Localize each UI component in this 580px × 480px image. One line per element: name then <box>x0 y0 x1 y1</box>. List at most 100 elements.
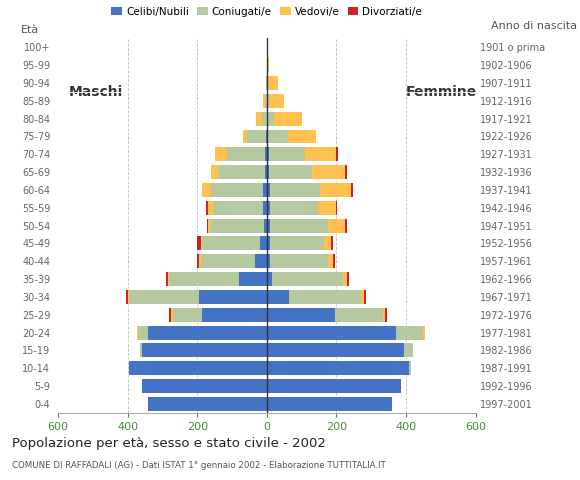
Bar <box>148 397 267 411</box>
Bar <box>267 290 289 304</box>
Bar <box>324 237 331 251</box>
Bar <box>129 361 267 375</box>
Bar <box>351 183 353 197</box>
Bar <box>328 219 345 232</box>
Bar <box>206 201 208 215</box>
Bar <box>169 308 171 322</box>
Bar <box>199 254 201 268</box>
Bar <box>213 201 263 215</box>
Bar <box>265 147 267 161</box>
Bar <box>267 147 269 161</box>
Bar <box>138 325 148 339</box>
Bar <box>168 272 169 286</box>
Bar <box>265 94 267 108</box>
Text: COMUNE DI RAFFADALI (AG) - Dati ISTAT 1° gennaio 2002 - Elaborazione TUTTITALIA.: COMUNE DI RAFFADALI (AG) - Dati ISTAT 1°… <box>12 461 385 470</box>
Bar <box>336 201 338 215</box>
Bar <box>201 254 255 268</box>
Bar <box>208 201 213 215</box>
Bar <box>305 147 336 161</box>
Bar <box>345 165 347 179</box>
Bar <box>264 219 267 232</box>
Bar <box>202 308 267 322</box>
Legend: Celibi/Nubili, Coniugati/e, Vedovi/e, Divorziati/e: Celibi/Nubili, Coniugati/e, Vedovi/e, Di… <box>107 2 426 21</box>
Bar <box>206 219 208 232</box>
Bar <box>211 165 218 179</box>
Bar <box>396 325 423 339</box>
Bar <box>201 237 202 251</box>
Bar <box>267 165 269 179</box>
Bar <box>171 308 173 322</box>
Bar <box>267 183 270 197</box>
Bar <box>318 201 336 215</box>
Bar <box>270 219 328 232</box>
Bar <box>328 254 333 268</box>
Bar <box>247 130 266 144</box>
Bar <box>267 325 396 339</box>
Bar <box>202 237 260 251</box>
Bar <box>263 201 267 215</box>
Bar <box>265 165 267 179</box>
Text: Età: Età <box>20 25 39 35</box>
Bar <box>267 344 404 357</box>
Bar <box>270 237 324 251</box>
Bar <box>267 130 288 144</box>
Bar <box>263 183 267 197</box>
Text: Anno di nascita: Anno di nascita <box>491 21 577 31</box>
Bar <box>404 344 413 357</box>
Bar <box>331 237 333 251</box>
Bar <box>142 379 267 393</box>
Text: Maschi: Maschi <box>68 85 123 99</box>
Bar <box>267 237 270 251</box>
Bar <box>263 94 265 108</box>
Bar <box>199 290 267 304</box>
Text: Femmine: Femmine <box>406 85 477 99</box>
Bar <box>272 272 343 286</box>
Bar <box>126 290 128 304</box>
Bar <box>140 344 142 357</box>
Bar <box>267 219 270 232</box>
Bar <box>244 130 247 144</box>
Bar <box>267 308 335 322</box>
Bar <box>409 361 411 375</box>
Bar <box>269 165 312 179</box>
Bar <box>385 308 387 322</box>
Bar <box>383 308 385 322</box>
Bar <box>267 397 392 411</box>
Bar <box>208 219 210 232</box>
Bar <box>269 147 305 161</box>
Bar <box>267 361 409 375</box>
Bar <box>274 112 302 126</box>
Bar <box>288 130 316 144</box>
Text: Popolazione per età, sesso e stato civile - 2002: Popolazione per età, sesso e stato civil… <box>12 437 325 450</box>
Bar <box>166 272 168 286</box>
Bar <box>255 254 267 268</box>
Bar <box>270 201 318 215</box>
Bar <box>267 76 278 90</box>
Bar <box>267 254 270 268</box>
Bar <box>197 254 199 268</box>
Bar <box>267 272 272 286</box>
Bar <box>129 290 199 304</box>
Bar <box>267 201 270 215</box>
Bar <box>345 219 347 232</box>
Bar <box>173 308 202 322</box>
Bar <box>137 325 138 339</box>
Bar <box>227 147 265 161</box>
Bar <box>239 272 267 286</box>
Bar <box>364 290 366 304</box>
Bar <box>335 308 383 322</box>
Bar <box>128 290 129 304</box>
Bar <box>269 94 284 108</box>
Bar <box>336 147 338 161</box>
Bar <box>262 112 267 126</box>
Bar <box>142 344 267 357</box>
Bar <box>148 325 267 339</box>
Bar <box>266 76 267 90</box>
Bar <box>267 112 274 126</box>
Bar <box>260 237 267 251</box>
Bar <box>289 290 361 304</box>
Bar <box>347 272 349 286</box>
Bar <box>202 183 211 197</box>
Bar <box>256 112 262 126</box>
Bar <box>270 254 328 268</box>
